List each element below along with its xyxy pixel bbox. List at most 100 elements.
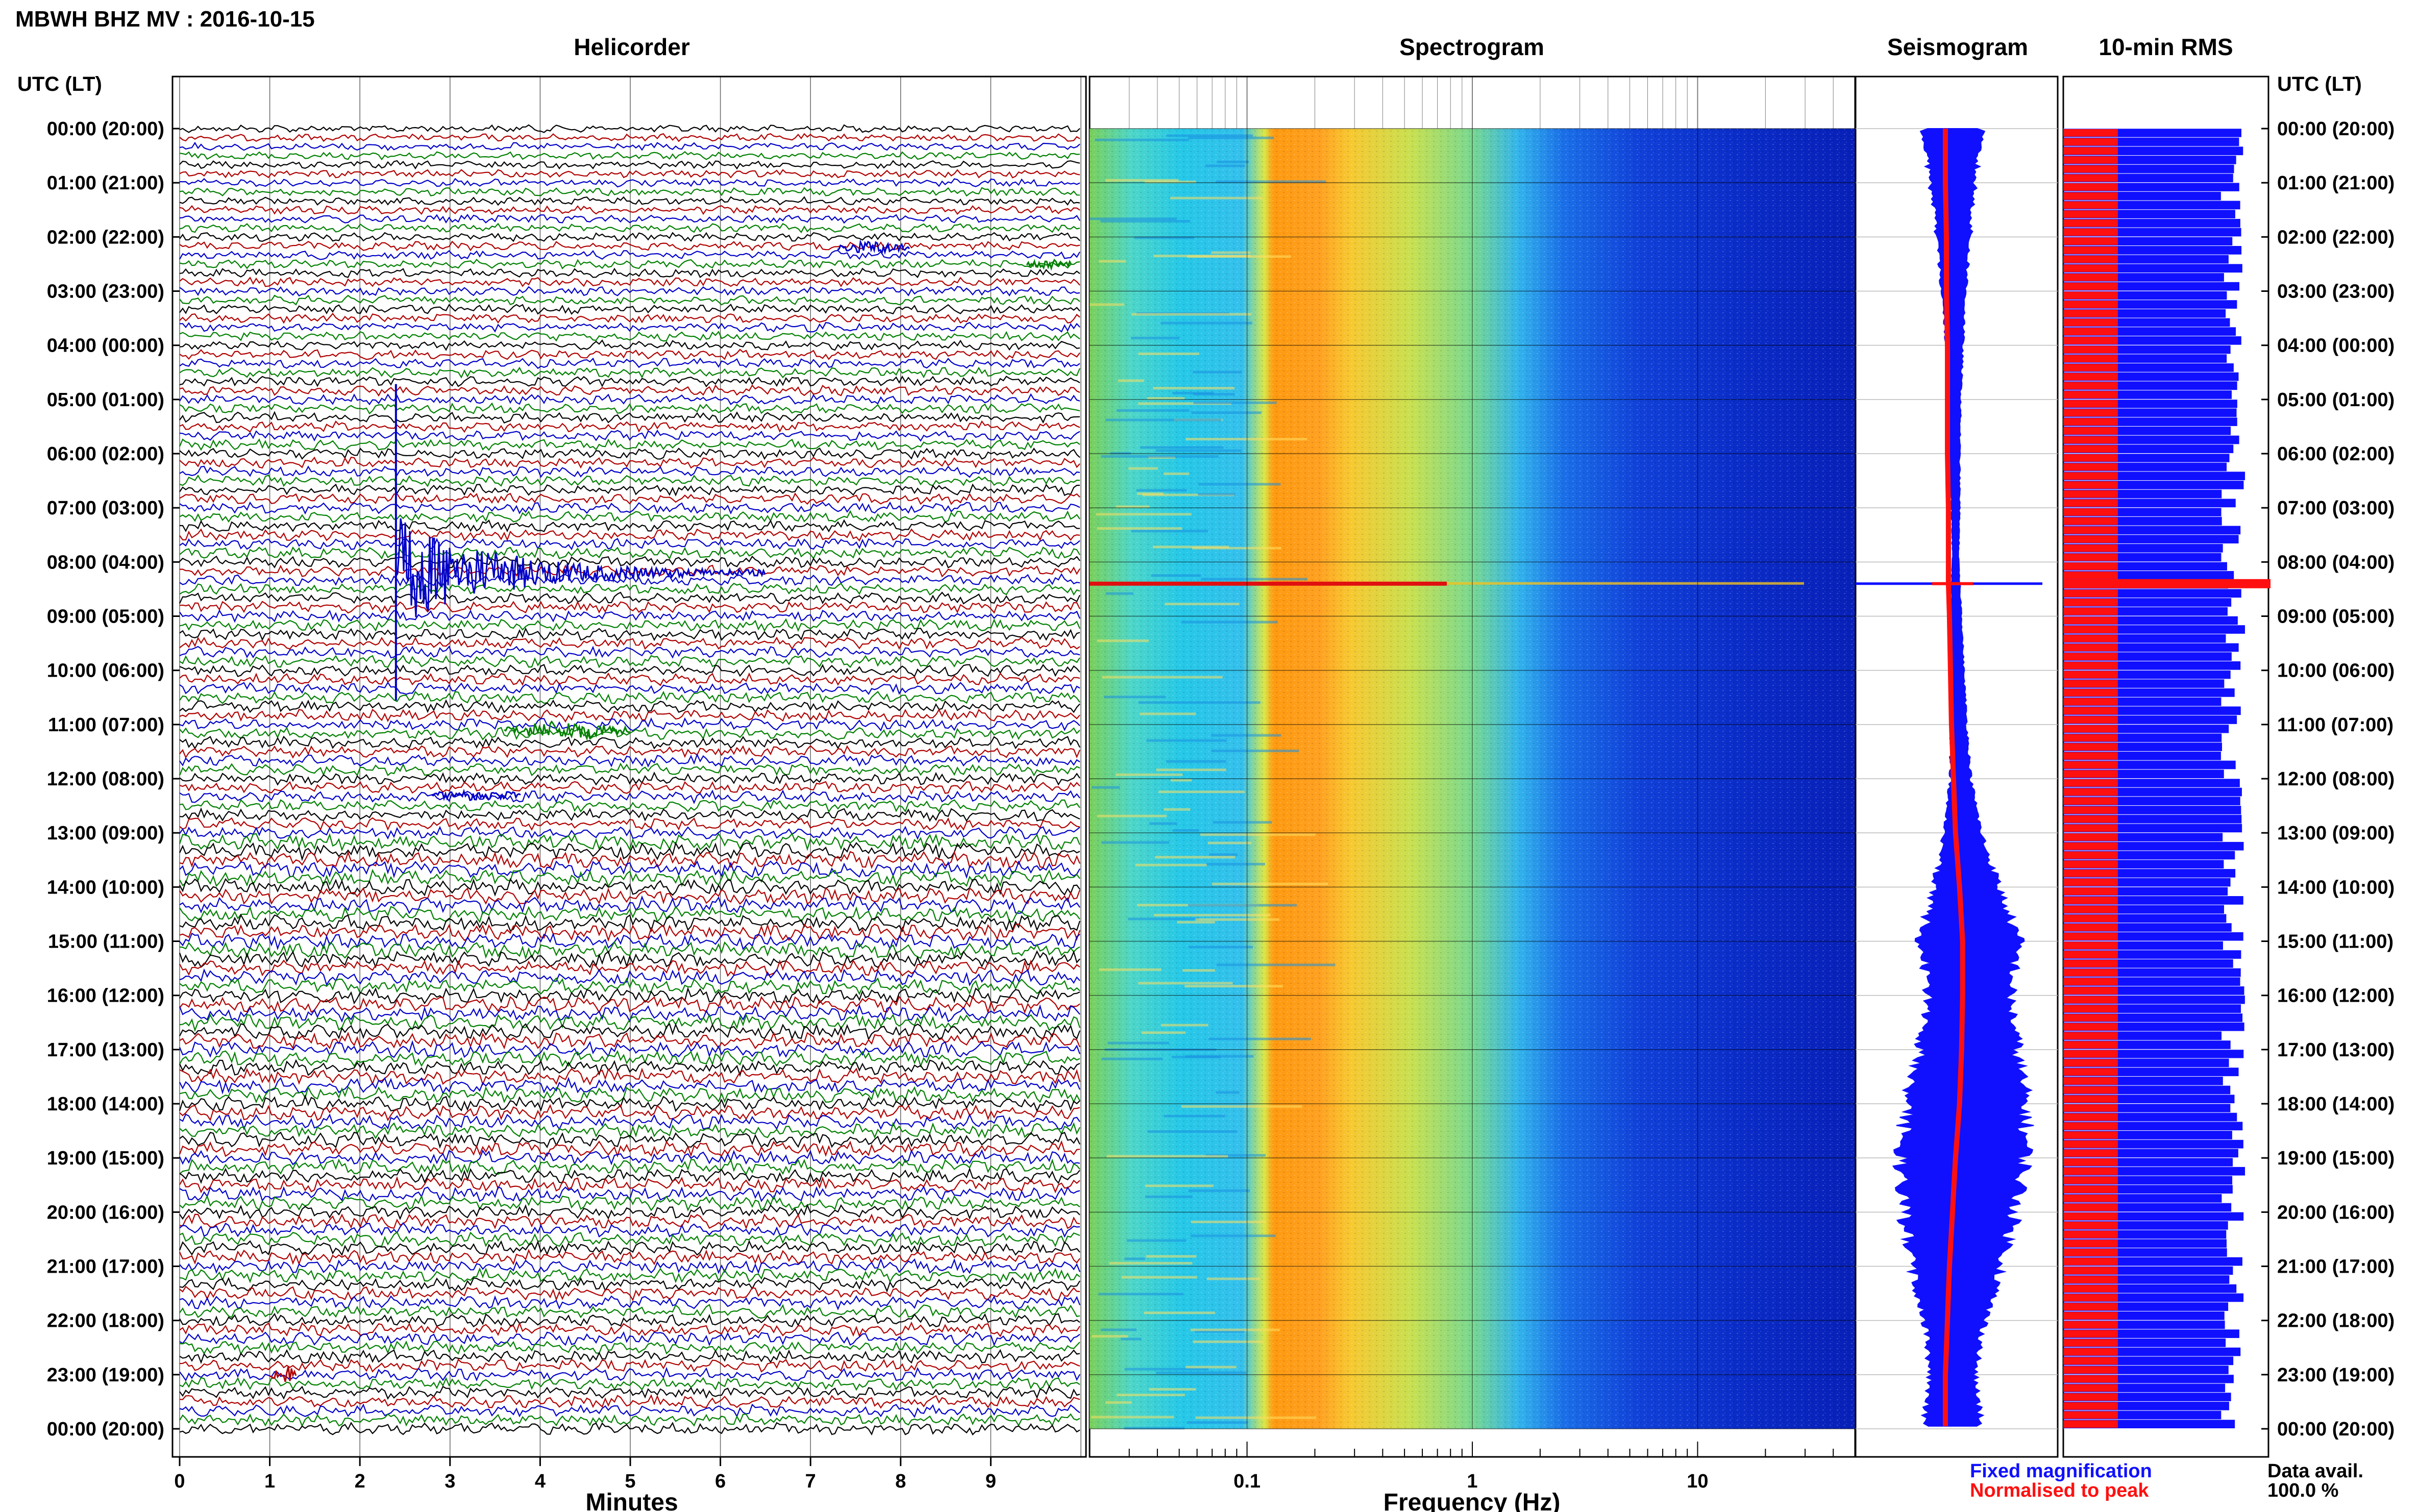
- spectrogram-streak: [1195, 1416, 1317, 1419]
- helicorder-trace: [179, 186, 1080, 197]
- spectrogram-streak: [1188, 1189, 1250, 1192]
- rms-normalised-bar: [2063, 445, 2118, 453]
- time-label-left: 09:00 (05:00): [47, 606, 164, 628]
- helicorder-trace: [179, 286, 1080, 297]
- helicorder-xtick-label: 1: [264, 1471, 275, 1492]
- spectrogram-streak: [1097, 814, 1167, 817]
- helicorder-trace: [179, 133, 1080, 142]
- rms-panel: [2062, 76, 2270, 1458]
- rms-normalised-bar: [2063, 986, 2118, 995]
- rms-normalised-bar: [2063, 328, 2118, 335]
- time-label-right: 16:00 (12:00): [2277, 985, 2395, 1007]
- rms-normalised-bar: [2063, 734, 2118, 742]
- time-label-left: 13:00 (09:00): [47, 823, 164, 844]
- helicorder-trace: [179, 205, 1080, 215]
- time-label-right: 14:00 (10:00): [2277, 877, 2395, 898]
- rms-normalised-bar: [2063, 201, 2118, 209]
- helicorder-trace: [179, 681, 1080, 695]
- time-label-left: 17:00 (13:00): [47, 1039, 164, 1061]
- helicorder-trace: [179, 420, 1080, 433]
- rms-normalised-bar: [2063, 1257, 2118, 1266]
- helicorder-trace: [179, 627, 1080, 641]
- rms-normalised-bar: [2063, 210, 2118, 218]
- rms-normalised-bar: [2063, 490, 2118, 498]
- helicorder-trace: [179, 546, 1080, 560]
- spectrogram-streak: [1138, 701, 1261, 704]
- spectrogram-xlabel: Frequency (Hz): [1384, 1489, 1561, 1512]
- spectrogram-streak: [1193, 393, 1235, 396]
- rms-normalised-bar: [2063, 1149, 2118, 1157]
- spectrogram-streak: [1104, 696, 1166, 699]
- helicorder-trace: [179, 456, 1080, 469]
- rms-normalised-bar: [2063, 228, 2118, 236]
- spectrogram-streak: [1105, 1401, 1132, 1404]
- spectrogram-streak: [1130, 336, 1180, 339]
- spectrogram-streak: [1095, 138, 1189, 141]
- spectrogram-streak: [1186, 437, 1307, 440]
- helicorder-trace: [179, 510, 1080, 523]
- rms-normalised-bar: [2063, 1185, 2118, 1193]
- spectrogram-streak: [1153, 387, 1235, 390]
- rms-normalised-bar: [2063, 743, 2118, 751]
- rms-normalised-bar: [2063, 1384, 2118, 1392]
- rms-normalised-bar: [2063, 1222, 2118, 1229]
- rms-normalised-bar: [2063, 373, 2118, 381]
- rms-normalised-bar: [2063, 418, 2118, 426]
- spectrogram-streak: [1117, 1394, 1185, 1397]
- helicorder-trace: [179, 1304, 1080, 1319]
- time-label-left: 10:00 (06:00): [47, 660, 164, 682]
- helicorder-trace: [179, 304, 1080, 315]
- rms-normalised-bar: [2063, 996, 2118, 1004]
- spectrogram-streak: [1166, 134, 1253, 137]
- helicorder-trace: [179, 950, 1080, 969]
- rms-normalised-bar: [2063, 156, 2118, 164]
- legend-normalised: Normalised to peak: [1970, 1480, 2149, 1501]
- spectrogram-streak: [1149, 1388, 1196, 1391]
- helicorder-trace: [179, 160, 1080, 170]
- spectrogram-streak: [1211, 734, 1281, 737]
- time-label-right: 06:00 (02:00): [2277, 443, 2395, 465]
- spectrogram-streak: [1200, 833, 1316, 836]
- time-label-right: 22:00 (18:00): [2277, 1310, 2395, 1332]
- time-label-right: 04:00 (00:00): [2277, 335, 2395, 357]
- rms-normalised-bar: [2063, 1212, 2118, 1221]
- spectrogram-panel: 0.1 1 10: [1089, 76, 1856, 1492]
- spectrogram-streak: [1116, 505, 1150, 508]
- spectrogram-streak: [1164, 808, 1191, 811]
- helicorder-trace: [179, 1040, 1081, 1058]
- spectrogram-streak: [1118, 379, 1144, 382]
- rms-normalised-bar: [2063, 336, 2118, 344]
- time-label-right: 10:00 (06:00): [2277, 660, 2395, 682]
- helicorder-trace: [179, 727, 1080, 740]
- rms-normalised-bar: [2063, 282, 2118, 290]
- spectrogram-streak: [1099, 968, 1162, 971]
- helicorder-trace: [180, 519, 1080, 533]
- helicorder-trace: [179, 832, 1081, 852]
- rms-normalised-bar: [2063, 707, 2118, 715]
- helicorder-trace: [179, 366, 1081, 379]
- rms-normalised-bar: [2063, 1005, 2118, 1013]
- rms-normalised-bar: [2063, 1041, 2118, 1049]
- rms-normalised-bar: [2063, 869, 2118, 877]
- spectrogram-streak: [1090, 303, 1124, 306]
- helicorder-trace: [179, 986, 1080, 1005]
- helicorder-xtick-label: 9: [985, 1471, 996, 1492]
- helicorder-trace: [179, 1277, 1080, 1293]
- helicorder-trace: [179, 393, 1080, 406]
- rms-normalised-bar: [2063, 634, 2118, 642]
- helicorder-event: [269, 1366, 297, 1382]
- spectrogram-streak: [1164, 472, 1190, 475]
- rms-normalised-bar: [2063, 1375, 2118, 1383]
- rms-normalised-bar: [2063, 1176, 2118, 1184]
- rms-normalised-bar: [2063, 1303, 2118, 1310]
- helicorder-trace: [179, 663, 1080, 678]
- rms-normalised-bar: [2063, 1032, 2118, 1040]
- spectrogram-streak: [1161, 321, 1252, 325]
- helicorder-trace: [179, 375, 1080, 388]
- rms-normalised-bar: [2063, 1095, 2118, 1103]
- rms-normalised-bar: [2063, 147, 2118, 155]
- helicorder-trace: [179, 196, 1080, 206]
- rms-normalised-bar: [2063, 472, 2118, 480]
- rms-normalised-bar: [2063, 897, 2118, 904]
- rms-normalised-bar: [2063, 274, 2118, 281]
